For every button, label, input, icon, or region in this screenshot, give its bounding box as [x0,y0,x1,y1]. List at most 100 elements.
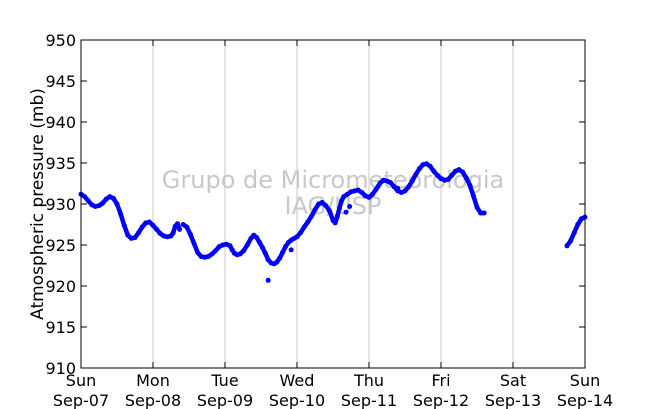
outlier-point [343,209,349,215]
grid [152,40,514,368]
x-tick-label-date: Sep-07 [53,391,109,409]
data-point [139,224,145,230]
data-point [377,181,383,186]
data-point [265,257,271,263]
data-point [474,204,480,210]
x-tick-label-day: Mon [136,371,170,390]
data-point [308,213,314,219]
x-tick-label-day: Sun [66,371,96,390]
data-point [175,221,180,227]
y-tick-label: 940 [45,113,76,132]
data-series [78,161,588,283]
data-point [184,224,190,230]
data-point [195,249,201,255]
data-point [96,203,102,209]
data-point [125,232,131,238]
data-point [409,178,415,184]
data-point [177,226,183,232]
y-tick-label: 945 [45,72,76,91]
data-point [339,198,345,204]
data-point [568,238,574,244]
data-point [312,207,318,213]
x-tick-label-day: Fri [431,371,450,390]
data-point [146,219,152,225]
x-axis: SunSep-07MonSep-08TueSep-09WedSep-10ThuS… [53,40,613,409]
data-point [280,249,286,255]
data-point [294,234,300,240]
y-tick-label: 925 [45,236,76,255]
x-tick-label-date: Sep-08 [125,391,181,409]
data-point [82,194,88,200]
data-point [205,254,211,259]
x-tick-label-date: Sep-12 [413,391,469,409]
data-point [416,166,422,172]
data-point [478,210,484,216]
x-tick-label-date: Sep-10 [269,391,325,409]
data-point [355,187,361,193]
data-point [341,194,347,200]
data-point [445,176,451,182]
y-tick-label: 935 [45,154,76,173]
data-point [150,222,156,228]
x-tick-label-date: Sep-13 [485,391,541,409]
y-tick-label: 915 [45,318,76,337]
x-tick-label-day: Sat [500,371,526,390]
data-point [319,199,325,205]
data-point [118,211,124,217]
data-point [370,191,376,197]
data-point [413,172,419,177]
data-point [406,184,412,190]
data-point [427,163,433,169]
data-point [337,205,342,211]
y-axis: 910 915 920 925 930 935 940 945 950 [45,31,585,378]
data-point [237,251,243,257]
data-point [248,235,254,241]
data-point [301,224,307,230]
data-point [431,168,437,174]
data-point [209,251,215,257]
data-point [334,213,340,219]
y-tick-label: 950 [45,31,76,50]
data-point [136,230,142,236]
data-point [463,175,469,181]
data-point [257,240,263,245]
data-point [332,220,338,226]
x-tick-label-day: Sun [570,371,600,390]
data-point [187,231,193,237]
data-point [373,186,379,192]
data-point [180,222,186,227]
data-point [157,231,163,236]
data-point [259,245,265,250]
data-point [110,195,116,201]
data-point [424,161,430,167]
data-point [121,222,127,228]
outlier-point [265,277,271,283]
data-point [262,250,268,256]
x-tick-label-date: Sep-14 [557,391,613,409]
pressure-series-line [78,191,182,241]
data-point [434,172,440,178]
data-point [103,196,109,202]
data-point [456,167,462,173]
y-tick-label: 920 [45,277,76,296]
data-point [344,191,350,197]
data-point [191,240,197,246]
data-point [85,198,91,204]
x-tick-label-date: Sep-11 [341,391,397,409]
data-point [305,219,311,225]
data-point [449,172,455,178]
data-point [575,222,581,227]
data-point [460,169,466,175]
data-point [277,255,283,261]
x-tick-label-day: Tue [210,371,238,390]
data-point [132,235,138,241]
data-point [254,235,260,241]
outlier-point [288,247,294,253]
outlier-point [347,204,353,209]
data-point [241,248,247,254]
data-point [326,208,332,214]
data-point [100,200,106,206]
data-point [154,226,160,232]
x-tick-label-day: Wed [280,371,315,390]
